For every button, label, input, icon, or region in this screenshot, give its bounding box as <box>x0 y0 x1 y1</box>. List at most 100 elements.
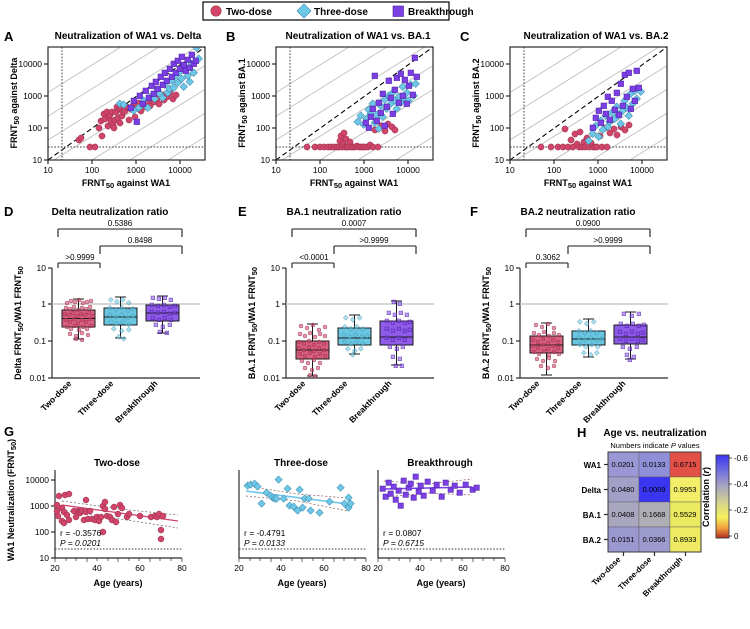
panel-H-letter: H <box>577 425 586 440</box>
svg-text:80: 80 <box>361 563 371 573</box>
panel-G1-xlabel: Age (years) <box>93 578 142 588</box>
legend-marker-breakthrough-icon <box>392 5 404 17</box>
colorbar-gradient <box>715 454 730 539</box>
panel-D-ylabel: Delta FRNT50/WA1 FRNT50 <box>13 266 25 380</box>
svg-text:10000: 10000 <box>168 165 192 175</box>
svg-text:0.1: 0.1 <box>34 336 46 346</box>
panel-F-box-three-dose <box>571 318 606 358</box>
svg-text:60: 60 <box>319 563 329 573</box>
svg-text:1000: 1000 <box>485 91 504 101</box>
panel-A-letter: A <box>4 29 14 44</box>
panel-F-letter: F <box>470 204 478 219</box>
svg-text:10000: 10000 <box>630 165 654 175</box>
panel-C-ylabel: FRNT50 against BA.2 <box>471 58 483 147</box>
panel-B-xlabel: FRNT50 against WA1 <box>310 178 398 190</box>
panel-G-letter: G <box>4 424 14 439</box>
heatmap-cell-wa1-breakthrough[interactable] <box>669 451 702 478</box>
heatmap-cell-ba1-three-dose[interactable] <box>638 501 671 528</box>
panel-D-box-two-dose <box>61 297 96 343</box>
heatmap-value-delta-breakthrough: 0.9953 <box>674 485 697 494</box>
panel-G2-p-value: P = 0.0133 <box>244 538 285 548</box>
panel-E-title: BA.1 neutralization ratio <box>286 207 401 218</box>
svg-text:10: 10 <box>505 263 515 273</box>
heatmap-cell-delta-two-dose[interactable] <box>607 476 640 503</box>
panel-H-subtitle: Numbers indicate P values <box>610 441 699 450</box>
svg-text:1: 1 <box>509 299 514 309</box>
panel-E-pvalue-3vb: >0.9999 <box>359 236 389 245</box>
panel-A-plot-area: 10 100 1000 10000 10 100 1000 10000 <box>18 46 206 175</box>
panel-C-title: Neutralization of WA1 vs. BA.2 <box>523 31 668 42</box>
panel-A-ylabel: FRNT50 against Delta <box>9 57 21 149</box>
panel-A-frame <box>47 46 206 161</box>
panel-A-x-ticks: 10 100 1000 10000 <box>43 160 192 175</box>
colorbar-tick-2: -0.4 <box>734 480 748 489</box>
panel-G3-p-value: P = 0.6715 <box>383 538 424 548</box>
panel-C-xlabel: FRNT50 against WA1 <box>544 178 632 190</box>
panel-B: B Neutralization of WA1 vs. BA.1 <box>226 29 434 190</box>
heatmap-value-ba2-three-dose: 0.0366 <box>643 535 666 544</box>
svg-text:20: 20 <box>234 563 244 573</box>
panel-H-colorbar: -0.6 -0.4 -0.2 0 Correlation (r) <box>701 454 748 541</box>
panel-B-title: Neutralization of WA1 vs. BA.1 <box>285 31 430 42</box>
heatmap-value-delta-two-dose: 0.0480 <box>612 485 635 494</box>
panel-C-plot-area: 10 100 1000 10000 10 100 1000 10000 <box>480 46 668 175</box>
svg-text:10000: 10000 <box>18 59 42 69</box>
svg-text:1: 1 <box>41 299 46 309</box>
legend: Two-dose Three-dose Breakthrough <box>202 1 474 21</box>
panel-C: C Neutralization of WA1 vs. BA.2 <box>460 29 669 190</box>
panel-F-pvalue-3vb: >0.9999 <box>593 236 623 245</box>
heatmap-value-ba1-three-dose: 0.1668 <box>643 510 666 519</box>
panel-B-ylabel: FRNT50 against BA.1 <box>237 58 249 147</box>
svg-text:1000: 1000 <box>127 165 146 175</box>
heatmap-cell-ba2-three-dose[interactable] <box>638 526 671 553</box>
panel-F-pvalue-brackets: 0.0900 >0.9999 0.3062 <box>525 219 651 268</box>
svg-text:40: 40 <box>415 563 425 573</box>
heatmap-cell-wa1-three-dose[interactable] <box>638 451 671 478</box>
svg-text:1000: 1000 <box>355 165 374 175</box>
svg-text:80: 80 <box>177 563 187 573</box>
heatmap-cell-ba1-two-dose[interactable] <box>607 501 640 528</box>
panel-D-title: Delta neutralization ratio <box>52 207 169 218</box>
heatmap-row-label-delta: Delta <box>581 486 601 495</box>
svg-text:10: 10 <box>40 553 50 563</box>
panel-C-letter: C <box>460 29 470 44</box>
panel-B-gridlines <box>276 47 433 160</box>
heatmap-value-ba1-breakthrough: 0.5529 <box>674 510 697 519</box>
panel-E-box-three-dose <box>337 314 372 358</box>
legend-marker-two-dose-icon <box>210 5 222 17</box>
panel-E-letter: E <box>238 204 247 219</box>
svg-text:100: 100 <box>256 123 270 133</box>
legend-marker-three-dose-icon <box>296 3 312 19</box>
heatmap-row-label-ba1: BA.1 <box>583 511 602 520</box>
panel-B-x-ticks: 10 100 1000 10000 <box>271 160 420 175</box>
panel-A: A Neutralization of WA1 vs. Delta <box>4 29 206 190</box>
panel-C-points <box>537 67 645 151</box>
svg-text:0.01: 0.01 <box>263 373 280 383</box>
svg-text:10: 10 <box>505 165 515 175</box>
panel-C-x-ticks: 10 100 1000 10000 <box>505 160 654 175</box>
heatmap-cell-delta-three-dose[interactable] <box>638 476 671 503</box>
panel-F-ylabel: BA.2 FRNT50/WA1 FRNT50 <box>481 267 493 379</box>
heatmap-value-ba2-breakthrough: 0.8933 <box>674 535 697 544</box>
panel-A-title: Neutralization of WA1 vs. Delta <box>55 31 202 42</box>
panel-D-pvalue-brackets: 0.5386 0.8498 >0.9999 <box>57 219 183 268</box>
svg-text:100: 100 <box>35 527 49 537</box>
heatmap-cell-ba2-breakthrough[interactable] <box>669 526 702 553</box>
svg-text:60: 60 <box>135 563 145 573</box>
svg-text:100: 100 <box>547 165 561 175</box>
svg-text:100: 100 <box>490 123 504 133</box>
colorbar-tick-3: -0.2 <box>734 506 748 515</box>
legend-label-two-dose: Two-dose <box>226 7 272 18</box>
svg-text:100: 100 <box>313 165 327 175</box>
panel-B-letter: B <box>226 29 235 44</box>
panel-A-points <box>75 47 203 151</box>
heatmap-cell-ba1-breakthrough[interactable] <box>669 501 702 528</box>
colorbar-tick-4: 0 <box>734 532 739 541</box>
panel-C-frame <box>509 46 668 161</box>
svg-text:20: 20 <box>50 563 60 573</box>
svg-text:100: 100 <box>85 165 99 175</box>
panel-G2-points <box>243 475 355 517</box>
panel-D-pvalue-2vb: >0.9999 <box>65 253 95 262</box>
